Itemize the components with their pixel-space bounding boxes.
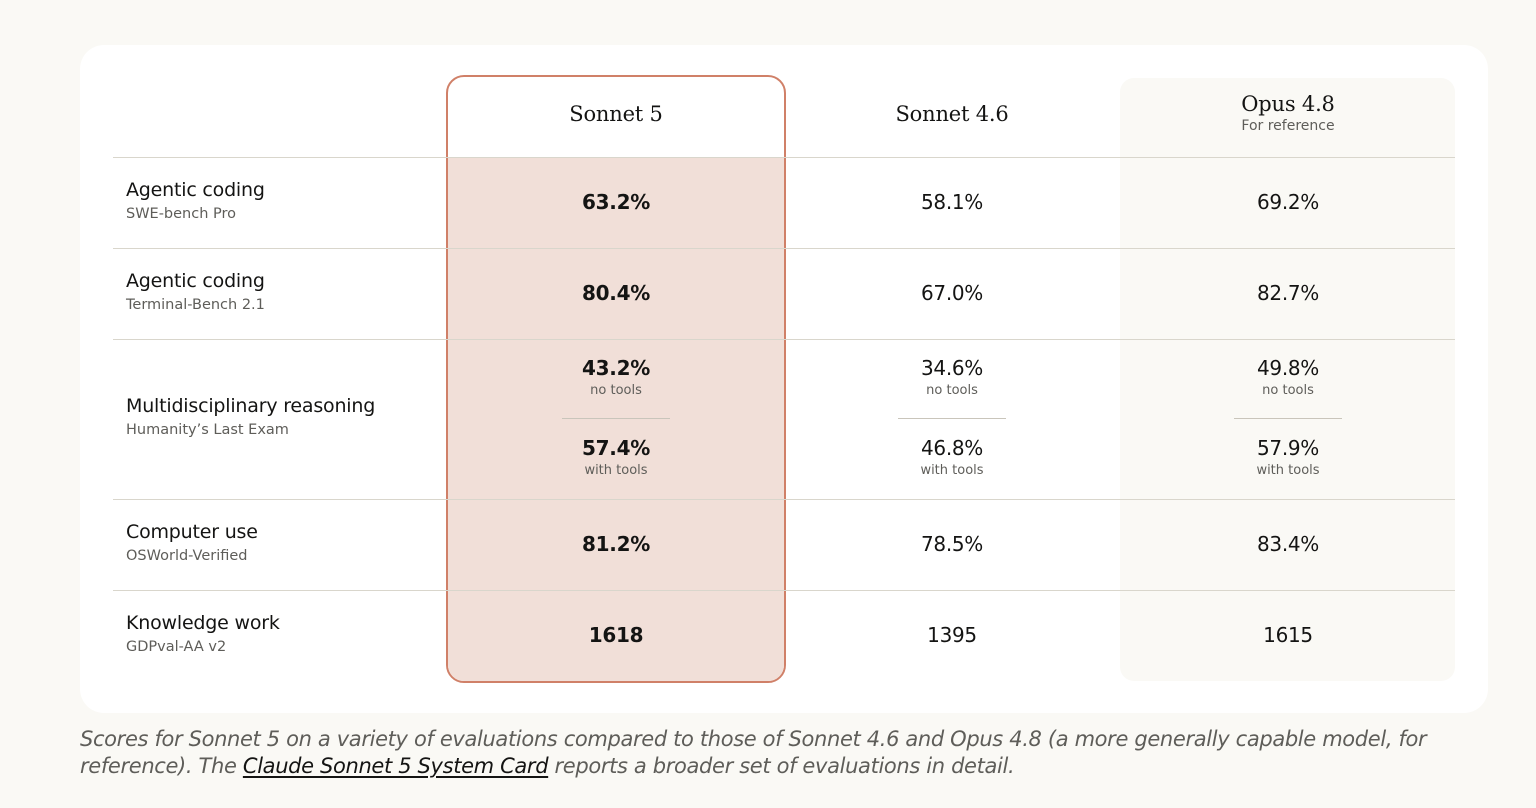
cell-divider [898,418,1006,419]
score-value: 57.4% [582,436,650,460]
caption-text-after: reports a broader set of evaluations in … [548,754,1015,778]
row-benchmark: Terminal-Bench 2.1 [126,296,265,313]
score-value: 34.6% [920,356,984,380]
score-cell: 1615 [1263,622,1313,647]
highlighted-column [446,75,786,683]
no-tools-note: no tools [926,383,978,398]
row-benchmark: SWE-bench Pro [126,205,237,222]
row-label: Multidisciplinary reasoning Humanity’s La… [126,395,375,438]
cell-divider [1234,418,1342,419]
column-header: Sonnet 5 [449,102,784,126]
score-cell: 81.2% [582,531,650,556]
score-value: 43.2% [582,356,650,380]
score-cell: 1395 [927,622,977,647]
column-header: Sonnet 4.6 [785,102,1120,126]
with-tools-note: with tools [1256,463,1320,478]
reference-column-background [1120,78,1455,681]
row-category: Agentic coding [126,269,265,292]
row-benchmark: Humanity’s Last Exam [126,422,289,438]
score-cell-no-tools: 43.2% no tools [449,356,784,398]
column-name: Sonnet 5 [569,102,663,126]
row-divider [113,590,1455,591]
row-label: Agentic coding SWE-bench Pro [126,179,265,222]
score-cell: 69.2% [1256,189,1320,214]
caption: Scores for Sonnet 5 on a variety of eval… [80,726,1480,780]
row-category: Computer use [126,520,258,543]
row-divider [113,248,1455,249]
row-divider [113,339,1455,340]
row-label: Agentic coding Terminal-Bench 2.1 [126,270,265,313]
score-cell: 82.7% [1256,280,1320,305]
score-cell: 1618 [588,622,644,647]
score-cell-with-tools: 46.8% with tools [785,436,1120,478]
column-name: Opus 4.8 [1241,92,1335,116]
row-category: Knowledge work [126,611,280,634]
row-divider [113,157,1455,158]
caption-text-before: Scores for Sonnet 5 on a variety of eval… [80,727,1427,778]
score-cell: 78.5% [920,531,984,556]
score-cell-with-tools: 57.4% with tools [449,436,784,478]
row-category: Multidisciplinary reasoning [126,395,376,417]
row-divider [113,499,1455,500]
score-cell: 83.4% [1256,531,1320,556]
column-subtitle: For reference [1241,118,1335,134]
row-label: Knowledge work GDPval-AA v2 [126,612,280,655]
with-tools-note: with tools [920,463,984,478]
score-cell-with-tools: 57.9% with tools [1121,436,1456,478]
score-value: 46.8% [920,436,984,460]
score-value: 49.8% [1256,356,1320,380]
row-benchmark: OSWorld-Verified [126,547,248,564]
column-header: Opus 4.8 For reference [1121,92,1456,134]
row-label: Computer use OSWorld-Verified [126,521,258,564]
score-value: 57.9% [1256,436,1320,460]
score-cell-no-tools: 34.6% no tools [785,356,1120,398]
row-category: Agentic coding [126,178,265,201]
score-cell: 63.2% [582,189,650,214]
with-tools-note: with tools [584,463,648,478]
score-cell: 67.0% [920,280,984,305]
row-benchmark: GDPval-AA v2 [126,638,227,655]
score-cell-no-tools: 49.8% no tools [1121,356,1456,398]
system-card-link[interactable]: Claude Sonnet 5 System Card [242,754,549,778]
no-tools-note: no tools [1262,383,1314,398]
column-name: Sonnet 4.6 [895,102,1009,126]
no-tools-note: no tools [590,383,642,398]
score-cell: 80.4% [582,280,650,305]
cell-divider [562,418,670,419]
score-cell: 58.1% [920,189,984,214]
